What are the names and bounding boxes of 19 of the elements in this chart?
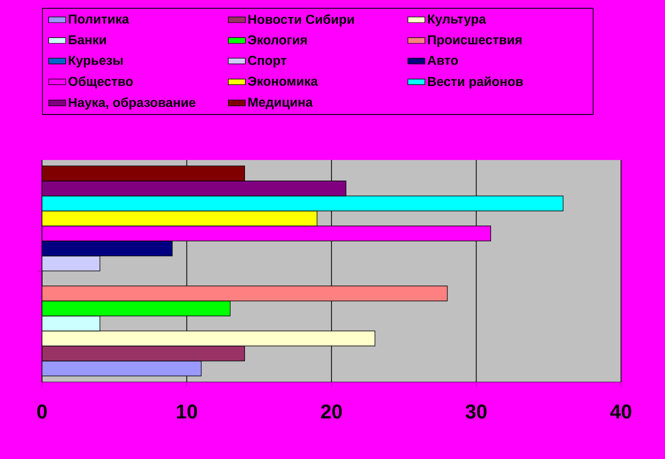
legend-label: Курьезы [68,56,123,68]
legend-label: Культура [428,14,486,26]
legend-label: Происшествия [428,35,522,47]
legend-label: Общество [68,76,133,88]
legend-label: Банки [68,35,106,44]
legend-label: Экономика [248,76,318,86]
legend-label: Политика [68,14,130,24]
legend-label: Спорт [248,56,286,68]
legend-label: Авто [428,56,458,65]
x-tick-label: 10 [176,404,198,419]
x-tick-label: 0 [37,404,47,419]
legend-label: Экология [248,35,307,44]
legend-label: Медицина [248,98,313,110]
x-tick-label: 40 [610,404,632,419]
x-tick-label: 30 [466,404,487,419]
x-tick-label: 20 [321,404,342,419]
legend-label: Наука, образование [68,97,196,110]
legend-label: Новости Сибири [248,14,354,26]
legend-label: Вести районов [428,76,523,89]
